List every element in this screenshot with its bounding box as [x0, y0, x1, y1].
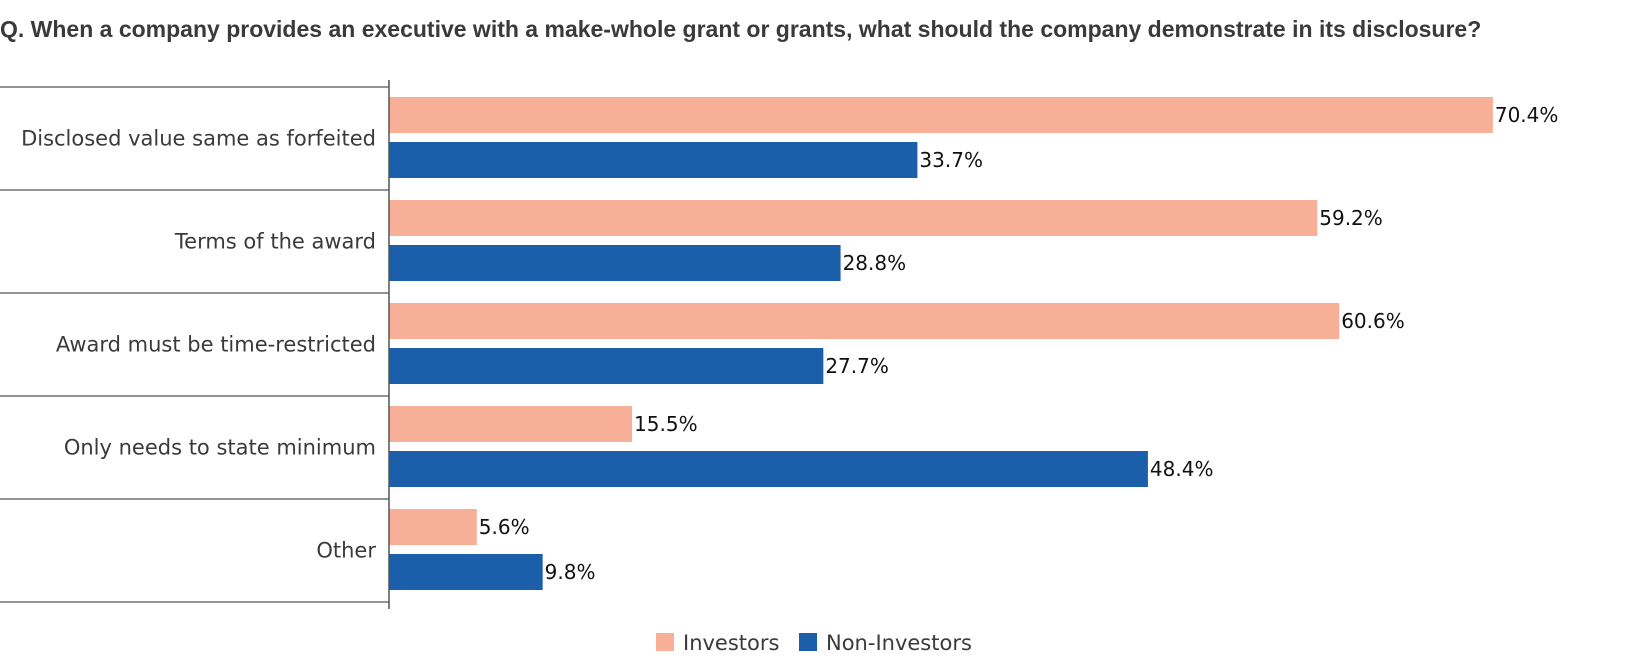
value-label-non-investors-only-needs-to-state-minimum: 48.4% [1150, 457, 1214, 481]
legend: Investors Non-Investors [656, 631, 972, 655]
bar-investors-terms-of-the-award [389, 200, 1318, 236]
bar-non-investors-other [389, 554, 543, 590]
category-label-only-needs-to-state-minimum: Only needs to state minimum [64, 436, 376, 460]
legend-swatch-non-investors [799, 633, 817, 651]
chart-title: Q. When a company provides an executive … [0, 16, 1482, 42]
value-label-non-investors-disclosed-value-same-as-forfeited: 33.7% [919, 148, 983, 172]
value-label-investors-disclosed-value-same-as-forfeited: 70.4% [1495, 103, 1559, 127]
value-label-non-investors-terms-of-the-award: 28.8% [843, 251, 907, 275]
value-label-non-investors-award-must-be-time-restricted: 27.7% [825, 354, 889, 378]
bar-investors-award-must-be-time-restricted [389, 303, 1340, 339]
bar-non-investors-only-needs-to-state-minimum [389, 451, 1148, 487]
category-labels: Disclosed value same as forfeited Terms o… [21, 127, 376, 563]
bar-investors-disclosed-value-same-as-forfeited [389, 97, 1493, 133]
bar-non-investors-disclosed-value-same-as-forfeited [389, 142, 918, 178]
bar-non-investors-terms-of-the-award [389, 245, 841, 281]
category-label-other: Other [316, 539, 376, 563]
bar-investors-other [389, 509, 477, 545]
category-label-award-must-be-time-restricted: Award must be time-restricted [56, 333, 376, 357]
category-separators [0, 86, 389, 603]
bar-non-investors-award-must-be-time-restricted [389, 348, 824, 384]
bars [389, 97, 1493, 590]
category-label-terms-of-the-award: Terms of the award [174, 230, 376, 254]
legend-label-non-investors: Non-Investors [826, 631, 972, 655]
value-label-investors-award-must-be-time-restricted: 60.6% [1341, 309, 1405, 333]
bar-investors-only-needs-to-state-minimum [389, 406, 633, 442]
value-labels: 70.4% 33.7% 59.2% 28.8% 60.6% 27.7% 15.5% 48.4%… [479, 103, 1559, 584]
legend-swatch-investors [656, 633, 674, 651]
value-label-investors-other: 5.6% [479, 515, 530, 539]
value-label-investors-only-needs-to-state-minimum: 15.5% [634, 412, 698, 436]
category-label-disclosed-value-same-as-forfeited: Disclosed value same as forfeited [21, 127, 376, 151]
value-label-investors-terms-of-the-award: 59.2% [1319, 206, 1383, 230]
value-label-non-investors-other: 9.8% [545, 560, 596, 584]
legend-label-investors: Investors [683, 631, 779, 655]
